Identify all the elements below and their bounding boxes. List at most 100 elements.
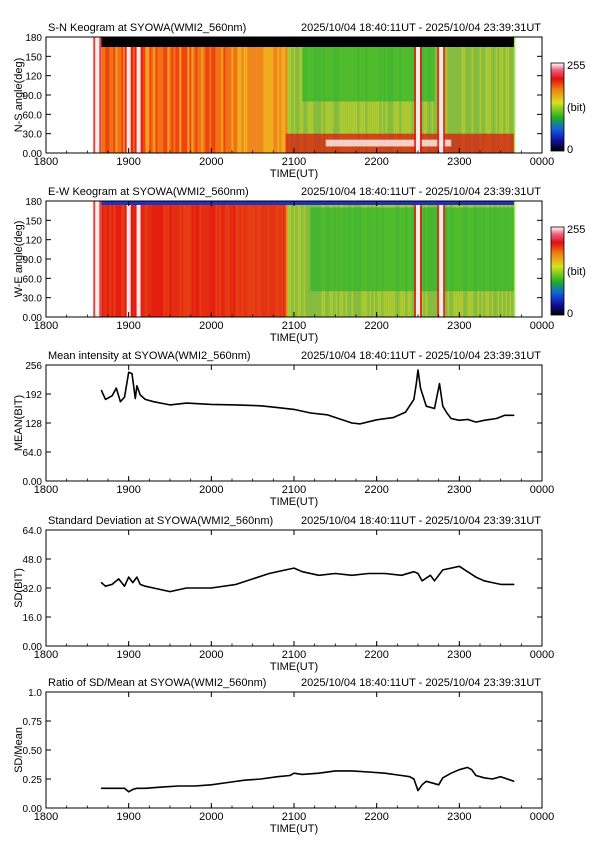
y-tick-label: 30.0 [23, 130, 43, 141]
keogram-streak [455, 37, 458, 153]
data-point [136, 576, 138, 578]
data-point [483, 419, 485, 421]
x-tick-label: 1800 [34, 484, 58, 496]
x-tick-label: 2200 [364, 484, 388, 496]
data-point [260, 778, 262, 780]
chart-panel-2: E-W Keogram at SYOWA(WMI2_560nm) 2025/10/… [13, 186, 586, 344]
bright-band [95, 201, 100, 317]
keogram-streak [289, 37, 292, 153]
keogram-streak [117, 37, 120, 153]
series-line [101, 766, 515, 793]
data-point [177, 785, 179, 787]
keogram-streak [111, 37, 114, 153]
data-point [289, 774, 291, 777]
keogram-streak [165, 37, 168, 153]
x-axis-label: TIME(UT) [270, 168, 318, 180]
data-point [367, 771, 369, 773]
keogram-streak [203, 37, 206, 153]
data-point [123, 585, 126, 587]
data-point [118, 578, 120, 580]
data-point [433, 580, 436, 582]
keogram-streak [471, 37, 474, 153]
y-tick-label: 180 [25, 33, 42, 44]
chart-panel-3: Mean intensity at SYOWA(WMI2_560nm) 2025/… [13, 350, 554, 508]
keogram-streak [145, 37, 148, 153]
keogram-streak [173, 37, 176, 153]
data-point [504, 414, 506, 416]
x-tick-label: 2300 [447, 156, 471, 168]
data-point [144, 787, 146, 789]
data-point [351, 422, 353, 424]
data-point [458, 769, 460, 771]
data-point [384, 772, 386, 774]
data-point [446, 412, 448, 414]
keogram-streak [447, 37, 450, 153]
keogram-streak [181, 37, 184, 153]
keogram-streak [105, 37, 108, 153]
data-point [429, 574, 431, 576]
data-point [252, 578, 254, 580]
data-point [128, 791, 130, 793]
keogram-streak [101, 37, 104, 153]
data-point [123, 787, 126, 789]
keogram-streak [189, 37, 192, 153]
data-point [111, 787, 113, 789]
data-point [458, 419, 460, 421]
data-point [235, 583, 237, 585]
keogram-streak [243, 37, 246, 153]
y-axis-label: SD/Mean [13, 727, 25, 773]
x-tick-label: 1800 [34, 320, 58, 332]
y-tick-label: 0.00 [23, 477, 43, 488]
data-point [104, 398, 107, 401]
x-tick-label: 2300 [447, 484, 471, 496]
x-tick-label: 2200 [364, 811, 388, 823]
y-tick-label: 32.0 [23, 584, 43, 595]
keogram-streak [449, 37, 452, 153]
y-tick-label: 16.0 [23, 613, 43, 624]
keogram-streak [133, 37, 136, 153]
keogram-image [93, 37, 516, 153]
keogram-streak [107, 37, 110, 153]
data-point [115, 387, 117, 389]
keogram-streak [167, 37, 170, 153]
bright-band [126, 201, 131, 317]
keogram-streak [263, 37, 266, 153]
keogram-streak [179, 37, 182, 153]
keogram-streak [259, 37, 262, 153]
data-point [513, 780, 515, 782]
x-tick-label: 1900 [116, 156, 140, 168]
x-tick-label: 1900 [116, 484, 140, 496]
data-point [425, 405, 427, 407]
data-point [421, 580, 423, 582]
plot-frame [45, 364, 543, 482]
x-tick-label: 0000 [530, 811, 554, 823]
keogram-streak [505, 37, 508, 153]
x-tick-label: 2100 [282, 156, 306, 168]
keogram-streak [305, 201, 308, 317]
y-tick-label: 0.00 [23, 804, 43, 815]
data-point [458, 565, 460, 567]
data-point [413, 778, 415, 780]
bright-band [416, 201, 420, 317]
data-point [425, 780, 427, 782]
keogram-streak [213, 37, 216, 153]
data-point [136, 385, 138, 387]
data-point [417, 572, 419, 575]
keogram-streak [265, 37, 268, 153]
x-tick-label: 2000 [199, 649, 223, 661]
data-point [409, 776, 411, 778]
keogram-streak [299, 201, 302, 317]
data-point [483, 580, 485, 582]
keogram-streak [307, 201, 310, 317]
data-point [139, 583, 141, 585]
data-point [318, 574, 320, 576]
x-tick-label: 1800 [34, 649, 58, 661]
keogram-streak [219, 37, 222, 153]
keogram-streak [483, 37, 486, 153]
keogram-streak [257, 37, 260, 153]
keogram-streak [201, 37, 204, 153]
chart-title: Standard Deviation at SYOWA(WMI2_560nm) [48, 515, 273, 527]
keogram-streak [247, 37, 250, 153]
keogram-streak [513, 37, 516, 153]
keogram-streak [241, 37, 244, 153]
